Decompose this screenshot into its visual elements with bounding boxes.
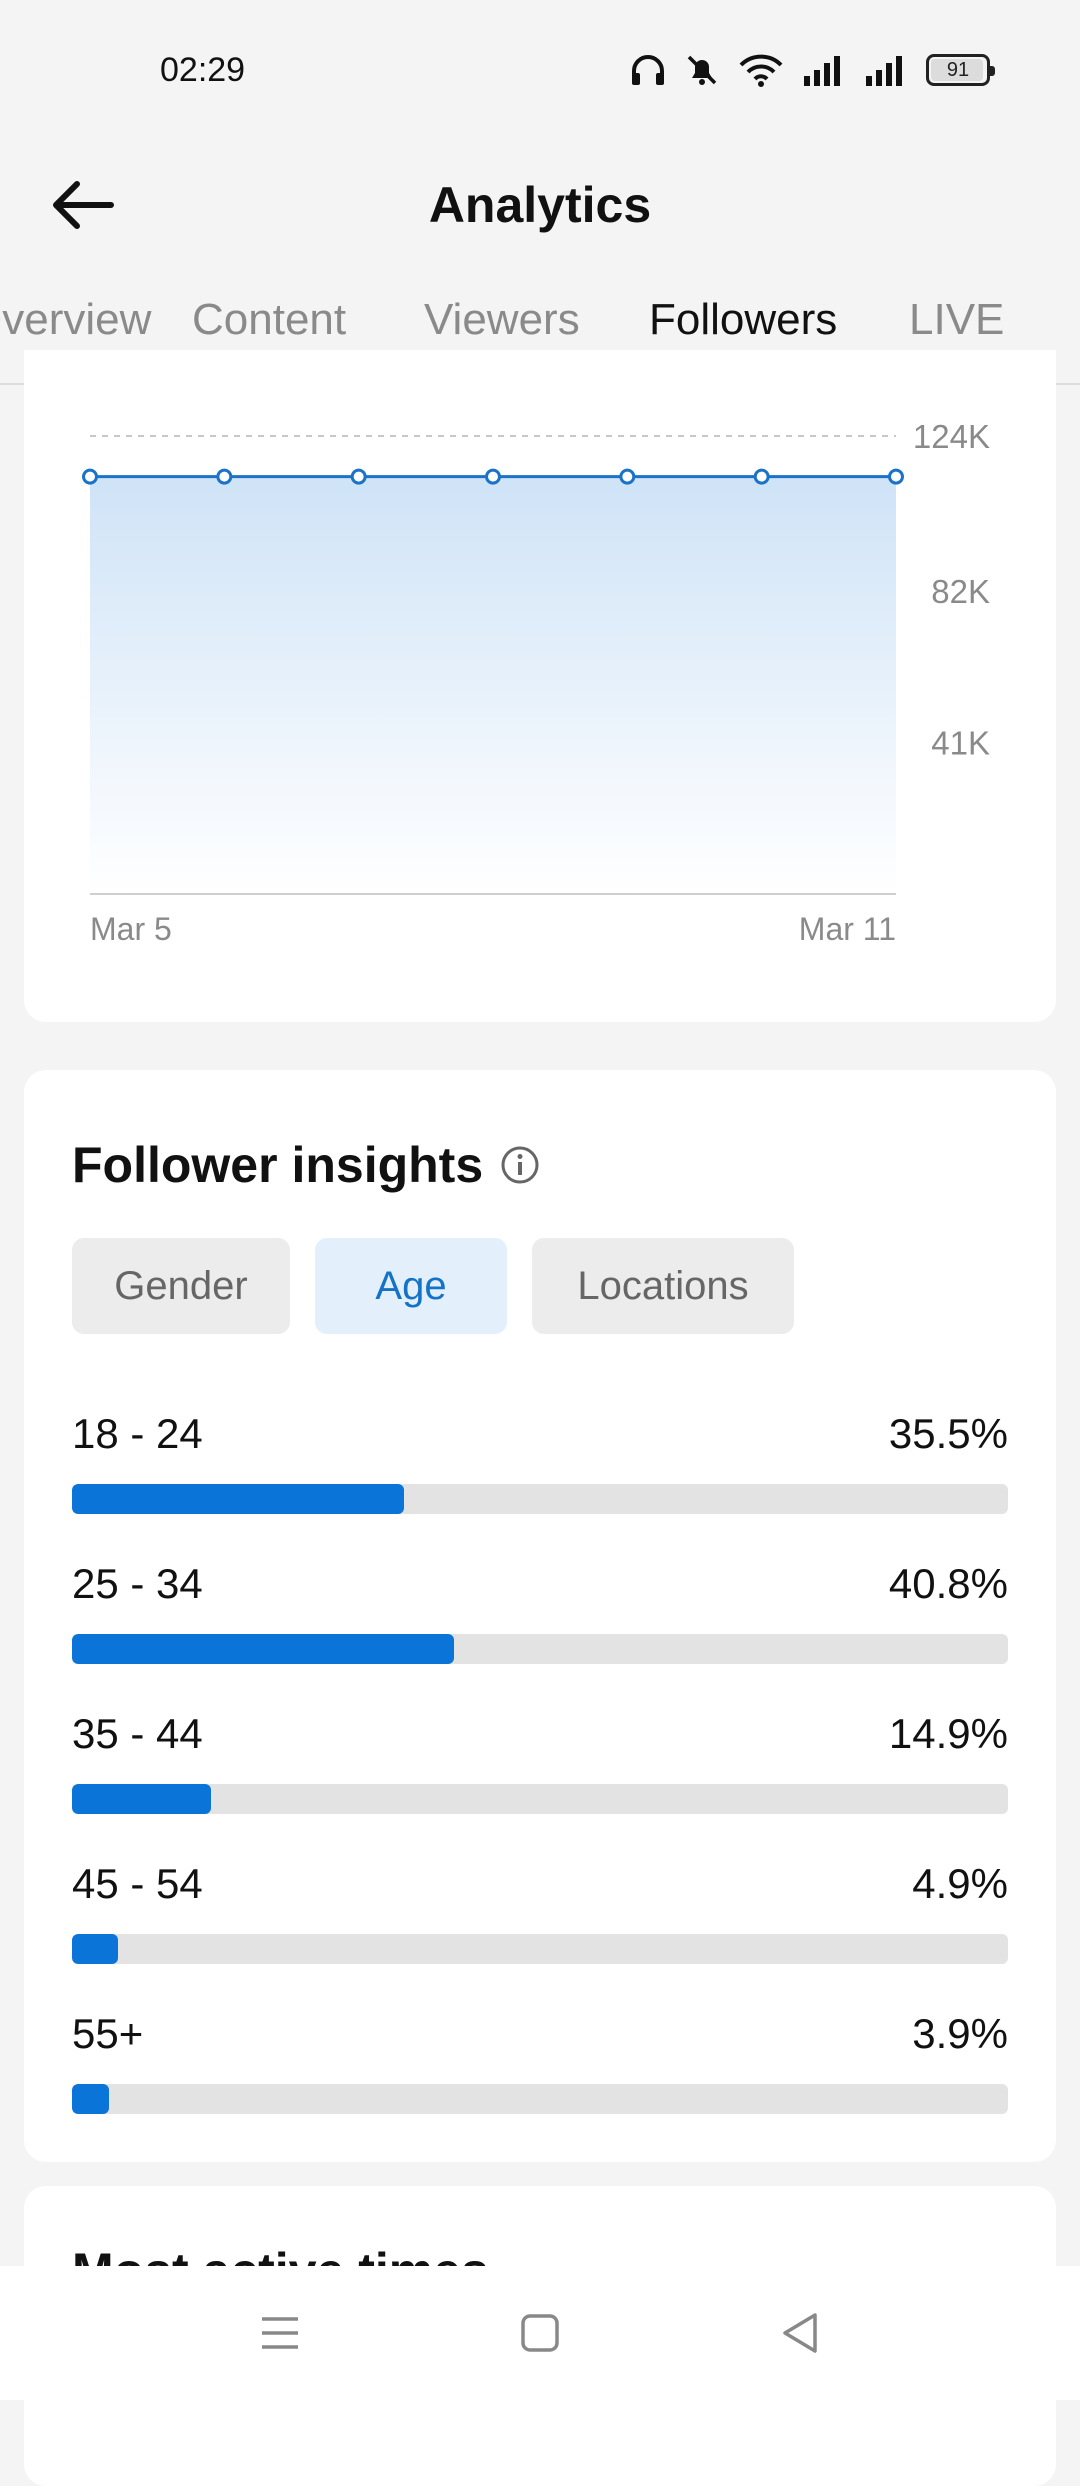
arrow-left-icon xyxy=(53,181,114,229)
age-distribution-list: 18 - 24 35.5% 25 - 34 40.8% 35 - 44 14.9… xyxy=(72,1410,1008,2160)
chart-point[interactable] xyxy=(753,468,770,485)
age-percent-value: 4.9% xyxy=(912,1860,1008,1907)
age-range-label: 45 - 54 xyxy=(72,1860,203,1907)
age-percent-value: 14.9% xyxy=(888,1710,1008,1757)
age-bar-fill xyxy=(72,1934,118,1964)
chart-area xyxy=(90,476,896,894)
chart-point[interactable] xyxy=(350,468,367,485)
age-bar-fill xyxy=(72,2084,109,2114)
age-range-label: 25 - 34 xyxy=(72,1560,203,1607)
chart-point[interactable] xyxy=(619,468,636,485)
age-bar-fill xyxy=(72,1784,212,1814)
top-bar: Analytics xyxy=(0,140,1080,270)
status-icons: 91 xyxy=(630,52,995,88)
follower-insights-card: Follower insights Gender Age Locations 1… xyxy=(24,1070,1056,2162)
chip-age[interactable]: Age xyxy=(315,1238,507,1334)
age-bar-fill xyxy=(72,1484,405,1514)
chart-point[interactable] xyxy=(216,468,233,485)
info-icon[interactable] xyxy=(499,1144,541,1186)
home-square-icon xyxy=(521,2314,559,2352)
bell-muted-icon xyxy=(687,55,717,85)
age-range-label: 55+ xyxy=(72,2010,144,2057)
list-item: 55+ 3.9% xyxy=(72,2010,1008,2160)
menu-button[interactable] xyxy=(240,2293,320,2373)
signal-icon xyxy=(804,56,840,86)
back-nav-button[interactable] xyxy=(760,2293,840,2373)
age-percent-value: 3.9% xyxy=(912,2010,1008,2057)
y-tick-label: 41K xyxy=(931,725,990,762)
back-triangle-icon xyxy=(783,2313,817,2353)
y-tick-label: 124K xyxy=(913,418,990,455)
insights-title: Follower insights xyxy=(72,1137,484,1193)
age-range-label: 18 - 24 xyxy=(72,1410,203,1457)
y-tick-label: 82K xyxy=(931,573,990,610)
followers-chart-card: 124K 82K 41K Mar 5 Mar 11 xyxy=(24,350,1056,1022)
signal-icon xyxy=(866,56,902,86)
chart-point[interactable] xyxy=(485,468,501,485)
wifi-icon xyxy=(739,54,783,87)
list-item: 18 - 24 35.5% xyxy=(72,1410,1008,1560)
age-percent-value: 40.8% xyxy=(888,1560,1008,1607)
tab-content[interactable]: Content xyxy=(192,295,347,344)
chart-point[interactable] xyxy=(82,468,98,485)
tab-overview[interactable]: Overview xyxy=(0,295,152,344)
tab-live[interactable]: LIVE xyxy=(909,295,1005,344)
age-bar-track xyxy=(72,1934,1008,1964)
chip-gender[interactable]: Gender xyxy=(72,1238,290,1334)
age-bar-track xyxy=(72,1784,1008,1814)
followers-chart: 124K 82K 41K Mar 5 Mar 11 xyxy=(82,418,990,947)
list-item: 45 - 54 4.9% xyxy=(72,1860,1008,2010)
status-bar: 02:29 xyxy=(0,0,1080,140)
age-bar-track xyxy=(72,2084,1008,2114)
menu-icon xyxy=(262,2317,298,2349)
age-bar-fill xyxy=(72,1634,454,1664)
status-time: 02:29 xyxy=(160,50,246,89)
age-bar-track xyxy=(72,1484,1008,1514)
insights-heading: Follower insights xyxy=(72,1136,541,1194)
chart-point[interactable] xyxy=(888,468,904,485)
insight-filter-chips: Gender Age Locations xyxy=(72,1238,794,1334)
tab-viewers[interactable]: Viewers xyxy=(424,295,580,344)
chip-locations[interactable]: Locations xyxy=(532,1238,794,1334)
back-button[interactable] xyxy=(50,172,116,238)
battery-level: 91 xyxy=(946,58,970,81)
age-range-label: 35 - 44 xyxy=(72,1710,203,1757)
battery-icon: 91 xyxy=(926,54,995,86)
list-item: 25 - 34 40.8% xyxy=(72,1560,1008,1710)
age-percent-value: 35.5% xyxy=(888,1410,1008,1457)
headphones-icon xyxy=(632,55,664,85)
system-nav-bar xyxy=(0,2266,1080,2400)
age-bar-track xyxy=(72,1634,1008,1664)
list-item: 35 - 44 14.9% xyxy=(72,1710,1008,1860)
tab-followers[interactable]: Followers xyxy=(649,295,838,344)
home-button[interactable] xyxy=(500,2293,580,2373)
page-title: Analytics xyxy=(428,177,652,233)
x-tick-label: Mar 11 xyxy=(799,911,896,947)
x-tick-label: Mar 5 xyxy=(90,911,172,947)
